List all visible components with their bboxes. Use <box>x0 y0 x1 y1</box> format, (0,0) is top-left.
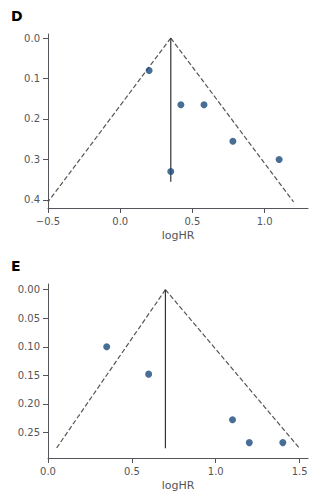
svg-text:0.10: 0.10 <box>18 341 40 352</box>
svg-text:0.15: 0.15 <box>18 370 40 381</box>
svg-text:0.25: 0.25 <box>18 427 40 438</box>
svg-text:−0.5: −0.5 <box>36 216 60 227</box>
svg-text:logHR: logHR <box>162 229 195 242</box>
svg-text:0.20: 0.20 <box>18 398 40 409</box>
svg-text:0.2: 0.2 <box>24 113 40 124</box>
svg-text:0.4: 0.4 <box>24 194 40 205</box>
svg-text:E: E <box>11 258 21 274</box>
svg-text:0.0: 0.0 <box>24 33 40 44</box>
svg-text:0.1: 0.1 <box>24 73 40 84</box>
svg-text:1.5: 1.5 <box>292 466 308 477</box>
svg-text:0.0: 0.0 <box>112 216 128 227</box>
svg-text:0.05: 0.05 <box>18 313 40 324</box>
svg-text:D: D <box>11 8 23 24</box>
svg-text:1.0: 1.0 <box>257 216 273 227</box>
svg-text:1.0: 1.0 <box>208 466 224 477</box>
svg-text:0.5: 0.5 <box>124 466 140 477</box>
svg-text:0.3: 0.3 <box>24 154 40 165</box>
svg-text:0.00: 0.00 <box>18 284 40 295</box>
svg-text:0.5: 0.5 <box>184 216 200 227</box>
svg-text:logHR: logHR <box>162 479 195 492</box>
svg-text:0.0: 0.0 <box>40 466 56 477</box>
